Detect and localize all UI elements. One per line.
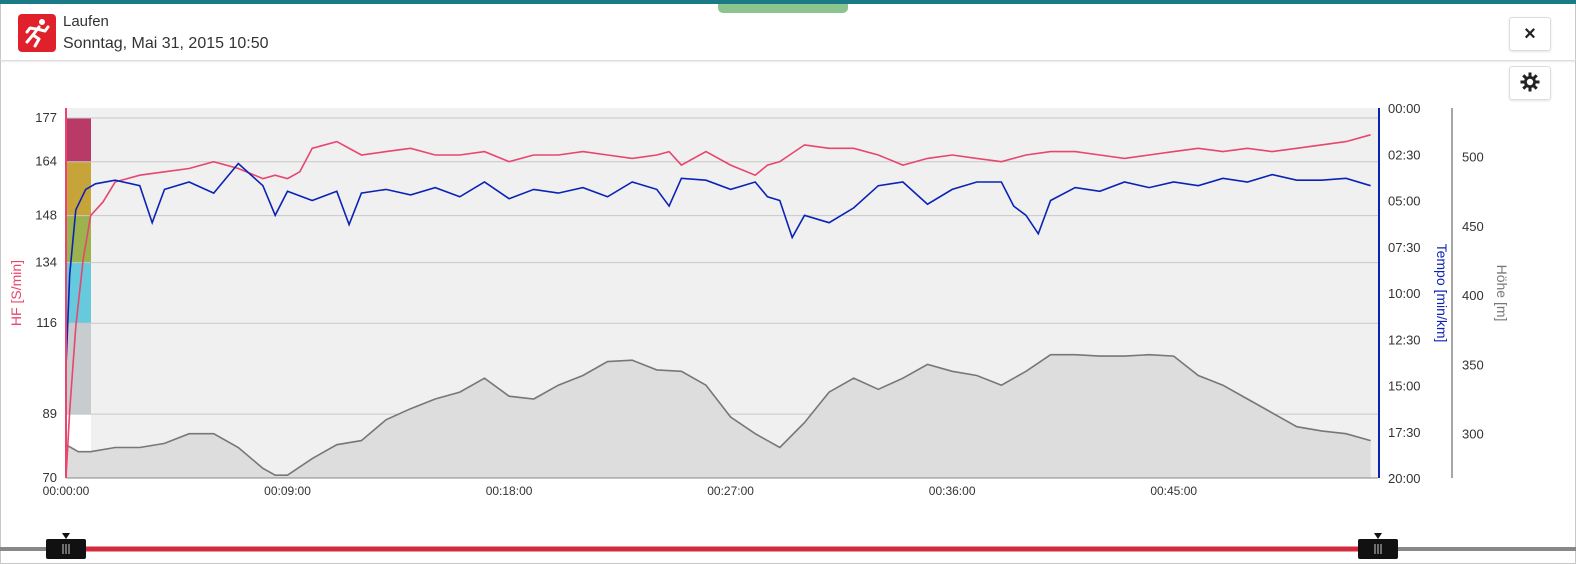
x-tick-label: 00:00:00 (43, 484, 90, 498)
heart-rate-line (65, 134, 1371, 479)
close-button[interactable]: × (1509, 17, 1551, 51)
elevation-axis-title: Höhe [m] (1494, 265, 1510, 322)
hr-tick-label: 148 (35, 208, 57, 223)
hr-zone-band (66, 118, 91, 162)
settings-button[interactable] (1509, 66, 1551, 100)
hr-tick-label: 70 (43, 470, 57, 485)
pace-tick-label: 10:00 (1388, 286, 1421, 301)
range-handle-start[interactable] (46, 533, 86, 559)
x-tick-label: 00:45:00 (1150, 484, 1197, 498)
pace-tick-label: 02:30 (1388, 147, 1421, 162)
pace-tick-label: 20:00 (1388, 471, 1421, 486)
hr-tick-label: 164 (35, 154, 57, 169)
elevation-tick-label: 500 (1462, 150, 1484, 165)
elevation-tick-label: 350 (1462, 357, 1484, 372)
pace-tick-label: 07:30 (1388, 240, 1421, 255)
gear-icon (1520, 72, 1540, 92)
elevation-tick-label: 300 (1462, 427, 1484, 442)
accent-bar (0, 0, 1576, 4)
x-tick-label: 00:36:00 (929, 484, 976, 498)
activity-header: Laufen Sonntag, Mai 31, 2015 10:50 × (0, 4, 1576, 61)
hr-tick-label: 89 (43, 406, 57, 421)
elevation-tick-label: 400 (1462, 288, 1484, 303)
handle-pointer (62, 533, 70, 539)
handle-pointer (1374, 533, 1382, 539)
elevation-area (66, 354, 1371, 478)
activity-title: Laufen (63, 13, 109, 30)
pace-line (65, 162, 1371, 368)
range-handle-end[interactable] (1358, 533, 1398, 559)
hr-axis-title: HF [S/min] (8, 260, 24, 326)
hr-tick-label: 116 (36, 315, 57, 330)
pace-axis-title: Tempo [min/km] (1434, 244, 1450, 343)
pace-tick-label: 12:30 (1388, 332, 1421, 347)
hr-tick-label: 177 (35, 110, 57, 125)
x-tick-label: 00:09:00 (264, 484, 311, 498)
elevation-tick-label: 450 (1462, 219, 1484, 234)
x-tick-label: 00:27:00 (707, 484, 754, 498)
activity-date: Sonntag, Mai 31, 2015 10:50 (63, 35, 269, 52)
x-tick-label: 00:18:00 (486, 484, 533, 498)
pace-tick-label: 15:00 (1388, 379, 1421, 394)
pace-tick-label: 05:00 (1388, 194, 1421, 209)
elevation-line (65, 353, 1371, 476)
top-drag-handle[interactable] (718, 4, 848, 13)
pace-tick-label: 17:30 (1388, 425, 1421, 440)
hr-tick-label: 134 (35, 255, 57, 270)
pace-tick-label: 00:00 (1388, 101, 1421, 116)
running-icon (18, 14, 56, 52)
